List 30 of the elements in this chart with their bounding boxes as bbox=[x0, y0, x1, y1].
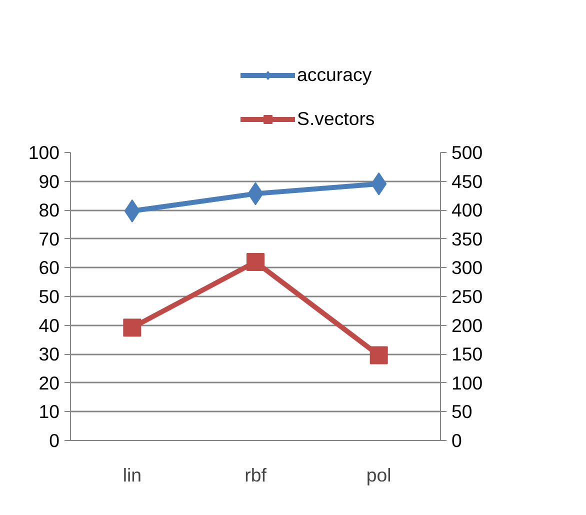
x-tick-label: rbf bbox=[244, 464, 268, 486]
y2-tick-label: 100 bbox=[452, 372, 483, 394]
x-tick-label: lin bbox=[122, 464, 142, 486]
y2-tick-label: 300 bbox=[452, 257, 483, 278]
y2-tick-label: 50 bbox=[452, 401, 472, 422]
y-tick-label: 40 bbox=[38, 314, 60, 336]
point bbox=[370, 346, 388, 364]
y2-tick-label: 450 bbox=[452, 170, 483, 192]
y-tick-label: 80 bbox=[38, 200, 60, 221]
y-tick-label: 30 bbox=[38, 344, 60, 365]
y2-tick-label: 350 bbox=[452, 228, 483, 250]
y2-tick-label: 400 bbox=[452, 200, 483, 221]
y2-tick-label: 250 bbox=[452, 286, 483, 307]
y2-tick-label: 0 bbox=[452, 430, 462, 451]
y-tick-label: 50 bbox=[38, 286, 60, 307]
point bbox=[246, 252, 264, 271]
y-tick-label: 10 bbox=[38, 401, 60, 422]
legend-label: S.vectors bbox=[297, 108, 375, 130]
y2-tick-label: 500 bbox=[452, 142, 483, 163]
y-tick-label: 70 bbox=[38, 228, 60, 250]
y2-tick-label: 150 bbox=[452, 344, 483, 365]
y-tick-label: 60 bbox=[38, 257, 60, 278]
y-tick-label: 100 bbox=[28, 142, 60, 163]
point bbox=[123, 318, 142, 337]
x-tick-label: pol bbox=[366, 464, 392, 486]
y-tick-label: 20 bbox=[38, 372, 60, 394]
y2-tick-label: 200 bbox=[452, 314, 483, 336]
legend-label: accuracy bbox=[297, 64, 372, 86]
y-tick-label: 0 bbox=[49, 430, 60, 451]
y-tick-label: 90 bbox=[38, 170, 60, 192]
